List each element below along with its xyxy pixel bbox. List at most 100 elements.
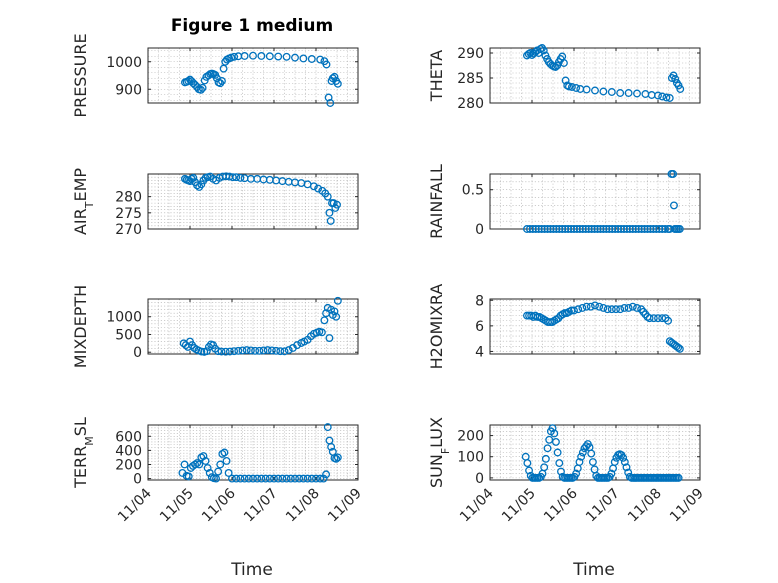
data-point xyxy=(232,474,241,483)
data-point xyxy=(652,225,661,233)
data-point xyxy=(259,346,268,355)
data-point xyxy=(295,474,304,483)
data-point xyxy=(322,60,331,69)
data-point xyxy=(676,85,685,93)
data-point xyxy=(578,225,587,233)
x-tick-label: 11/08 xyxy=(625,486,665,526)
data-point xyxy=(197,347,206,356)
data-point xyxy=(620,225,628,233)
data-point xyxy=(593,225,602,233)
data-point xyxy=(610,458,619,466)
data-point xyxy=(249,474,257,483)
data-point xyxy=(325,208,334,217)
data-point xyxy=(654,314,662,323)
y-tick-label: 1000 xyxy=(106,310,142,326)
data-point xyxy=(633,304,641,312)
data-point xyxy=(561,225,570,233)
data-point xyxy=(603,305,612,314)
x-tick-label: 11/05 xyxy=(157,486,197,526)
data-point xyxy=(567,225,576,233)
data-point xyxy=(620,304,629,312)
data-point xyxy=(564,225,573,233)
data-point xyxy=(662,93,671,102)
y-axis-label: SUNFLUX xyxy=(427,417,452,488)
data-point xyxy=(253,474,262,483)
data-point xyxy=(201,457,210,465)
data-point xyxy=(230,347,239,356)
y-tick-label: 200 xyxy=(115,457,142,473)
data-point xyxy=(326,99,335,107)
data-point xyxy=(232,173,241,182)
data-point xyxy=(316,55,325,64)
data-point xyxy=(587,225,596,233)
data-point xyxy=(670,201,678,210)
data-point xyxy=(590,225,599,233)
data-point xyxy=(309,182,318,191)
data-point xyxy=(282,52,291,61)
data-point xyxy=(561,76,570,85)
data-point xyxy=(330,72,339,81)
data-point xyxy=(612,305,620,314)
subplot-rainfall: 0 0.5 RAINFALL xyxy=(427,164,701,239)
y-axis-label: RAINFALL xyxy=(427,164,446,239)
y-axis-label: PRESSURE xyxy=(71,33,90,117)
axes-frame xyxy=(489,298,701,355)
data-point xyxy=(325,334,334,342)
data-point xyxy=(525,466,534,475)
y-tick-label: 6 xyxy=(475,319,484,335)
data-point xyxy=(624,89,633,97)
data-point xyxy=(637,225,646,233)
data-point xyxy=(196,85,205,94)
data-point xyxy=(555,225,564,233)
data-point xyxy=(665,94,674,102)
data-point xyxy=(557,467,565,476)
data-point xyxy=(523,459,532,468)
data-point xyxy=(312,474,320,483)
data-point xyxy=(608,225,617,233)
data-point xyxy=(286,474,295,483)
data-point xyxy=(646,225,655,233)
axes-box xyxy=(147,298,359,355)
data-point xyxy=(539,46,548,55)
data-point xyxy=(278,474,287,483)
data-point xyxy=(257,474,266,483)
data-point xyxy=(255,346,264,355)
data-point xyxy=(217,77,226,85)
data-point xyxy=(284,346,293,355)
data-point xyxy=(299,474,308,483)
y-axis-label: H2OMIXRA xyxy=(427,284,446,370)
data-point xyxy=(645,314,654,323)
x-tick-label: 11/04 xyxy=(457,485,497,525)
y-tick-label: 285 xyxy=(457,71,484,87)
data-point xyxy=(596,225,605,233)
data-point xyxy=(584,225,593,233)
data-point xyxy=(575,225,584,233)
y-axis-label: TERRMSL xyxy=(71,417,96,489)
data-point xyxy=(323,192,332,201)
data-point xyxy=(291,53,299,62)
data-point xyxy=(674,473,683,482)
data-point xyxy=(611,225,620,233)
data-point xyxy=(230,52,239,61)
data-point xyxy=(675,225,684,233)
data-point xyxy=(649,314,658,323)
data-point xyxy=(189,173,198,182)
data-point xyxy=(216,460,225,469)
data-point xyxy=(616,305,625,314)
data-point xyxy=(614,225,623,233)
y-tick-label: 4 xyxy=(475,344,484,360)
data-point xyxy=(553,448,562,457)
data-point xyxy=(224,468,233,477)
data-point xyxy=(274,474,283,483)
data-point xyxy=(531,225,540,233)
data-point xyxy=(333,200,341,209)
data-point xyxy=(220,448,229,457)
data-point xyxy=(322,470,331,479)
data-point xyxy=(199,452,208,460)
data-point xyxy=(620,458,629,466)
data-point xyxy=(658,92,667,101)
data-point xyxy=(263,346,272,355)
y-tick-label: 280 xyxy=(457,96,484,112)
data-point xyxy=(225,347,234,356)
data-point xyxy=(572,469,581,478)
